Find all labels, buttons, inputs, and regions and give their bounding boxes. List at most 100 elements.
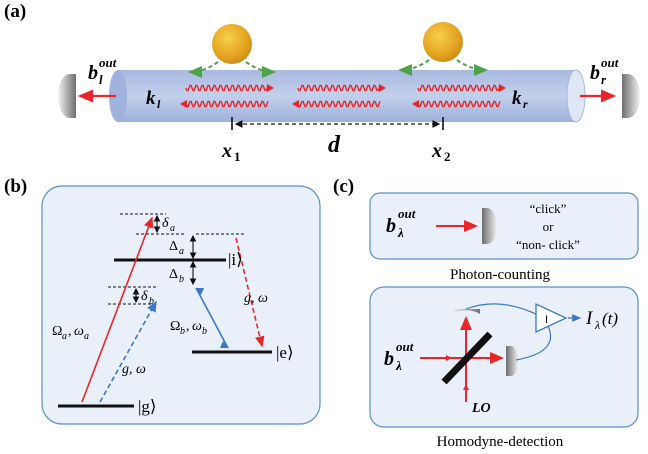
wave-right-upper bbox=[417, 84, 501, 92]
waveguide-left-end bbox=[109, 70, 127, 122]
svg-text:l: l bbox=[157, 97, 161, 111]
svg-text:l: l bbox=[99, 72, 103, 87]
label-k-r: k r bbox=[512, 88, 528, 111]
homodyne-box bbox=[369, 286, 639, 428]
waveguide-body bbox=[118, 70, 576, 122]
label-g-omega-lower: g, ω bbox=[122, 362, 146, 377]
svg-text:b: b bbox=[386, 215, 396, 237]
wire-right bbox=[515, 325, 552, 361]
svg-text:Ω: Ω bbox=[170, 319, 180, 334]
svg-text:δ: δ bbox=[141, 289, 148, 304]
text-click: “click” bbox=[530, 201, 567, 216]
wave-right-lower bbox=[417, 100, 501, 108]
svg-text:out: out bbox=[99, 55, 117, 70]
svg-text:x: x bbox=[221, 140, 232, 162]
svg-text:Ω: Ω bbox=[52, 324, 62, 339]
svg-text:1: 1 bbox=[234, 149, 241, 164]
svg-text:ω: ω bbox=[74, 324, 84, 339]
svg-text:λ: λ bbox=[397, 225, 404, 240]
panel-b-label: (b) bbox=[4, 176, 27, 197]
label-b-l-out: b l out bbox=[88, 55, 117, 87]
emission-arrow-left-1 bbox=[188, 61, 219, 78]
panel-a: (a) b l out b r out k l k r bbox=[4, 1, 640, 164]
text-non-click: “non- click” bbox=[516, 237, 580, 252]
svg-text:b: b bbox=[88, 62, 98, 84]
photon-counting-detector bbox=[482, 208, 497, 244]
svg-text:b: b bbox=[180, 326, 185, 337]
svg-text:λ: λ bbox=[594, 318, 600, 332]
homodyne-detector-top bbox=[452, 309, 480, 314]
svg-text:k: k bbox=[512, 88, 522, 109]
panel-b-box bbox=[41, 185, 321, 425]
svg-text:a: a bbox=[170, 223, 175, 234]
wave-right-lower-head bbox=[412, 100, 419, 108]
panel-c: (c) b λ out “click” or “non- click” Phot… bbox=[333, 176, 639, 450]
svg-text:ω: ω bbox=[192, 319, 202, 334]
transition-omega-a bbox=[81, 216, 154, 403]
label-omega-b: Ω b , ω b bbox=[170, 319, 207, 337]
svg-text:,: , bbox=[68, 324, 72, 339]
wave-mid-upper-head bbox=[379, 84, 386, 92]
svg-text:λ: λ bbox=[395, 358, 402, 373]
caption-photon-counting: Photon-counting bbox=[450, 267, 550, 283]
svg-text:out: out bbox=[601, 55, 619, 70]
ket-g: |g⟩ bbox=[138, 397, 157, 416]
wave-mid-upper bbox=[297, 84, 381, 92]
emission-arrow-right-1 bbox=[398, 59, 430, 76]
text-or: or bbox=[543, 219, 555, 234]
svg-text:x: x bbox=[431, 140, 442, 162]
wave-right-upper-head bbox=[499, 84, 506, 92]
label-g-omega-upper: g, ω bbox=[244, 291, 268, 306]
wave-left-upper bbox=[185, 84, 269, 92]
svg-text:δ: δ bbox=[162, 216, 169, 231]
beam-splitter bbox=[441, 331, 493, 385]
svg-text:b: b bbox=[590, 62, 600, 84]
label-Delta-a: Δ a bbox=[169, 239, 184, 257]
photon-waves bbox=[180, 84, 506, 108]
right-detector-mirror bbox=[622, 74, 640, 118]
omega-b-arrow-tip-up bbox=[196, 288, 204, 295]
panel-a-label: (a) bbox=[4, 1, 26, 22]
signal-arrowhead-mid bbox=[446, 355, 452, 361]
svg-text:,: , bbox=[186, 319, 190, 334]
svg-text:out: out bbox=[396, 339, 414, 354]
svg-text:a: a bbox=[62, 331, 67, 342]
atom-right bbox=[423, 22, 463, 62]
svg-text:b: b bbox=[149, 296, 154, 307]
ket-i: |i⟩ bbox=[228, 250, 243, 269]
transition-g-upper bbox=[235, 237, 265, 348]
label-delta-b: δ b bbox=[141, 289, 154, 307]
panel-b: (b) δ a bbox=[4, 176, 321, 425]
label-x2: x 2 bbox=[431, 140, 451, 164]
left-detector-mirror bbox=[58, 74, 76, 118]
amplifier-symbol: I bbox=[545, 314, 548, 326]
label-d: d bbox=[328, 132, 341, 158]
caption-homodyne: Homodyne-detection bbox=[437, 434, 564, 450]
wire-top bbox=[465, 303, 541, 317]
label-omega-a: Ω a , ω a bbox=[52, 324, 89, 342]
emission-arrow-left-2 bbox=[245, 61, 276, 78]
label-delta-a: δ a bbox=[162, 216, 175, 234]
label-Delta-b: Δ b bbox=[169, 267, 184, 285]
label-I-lambda-t: I λ (t) bbox=[585, 308, 618, 332]
label-b-r-out: b r out bbox=[590, 55, 619, 87]
homodyne-detector-right bbox=[506, 346, 519, 376]
ket-e: |e⟩ bbox=[276, 343, 294, 362]
emission-arrow-right-2 bbox=[456, 59, 488, 76]
svg-text:k: k bbox=[146, 88, 156, 109]
svg-text:I: I bbox=[585, 308, 594, 329]
transition-g-lower bbox=[99, 300, 157, 403]
detuning-arrows bbox=[132, 214, 197, 304]
svg-text:b: b bbox=[179, 274, 184, 285]
panel-c-label: (c) bbox=[333, 176, 354, 197]
wave-mid-lower bbox=[297, 100, 381, 108]
wave-left-lower bbox=[185, 100, 269, 108]
svg-text:b: b bbox=[202, 326, 207, 337]
lo-arrowhead-mid bbox=[463, 384, 469, 390]
wave-mid-lower-head bbox=[292, 100, 299, 108]
svg-text:out: out bbox=[398, 206, 416, 221]
omega-b-arrow-tip-down bbox=[220, 341, 228, 348]
svg-text:(t): (t) bbox=[602, 309, 618, 328]
svg-text:a: a bbox=[179, 246, 184, 257]
